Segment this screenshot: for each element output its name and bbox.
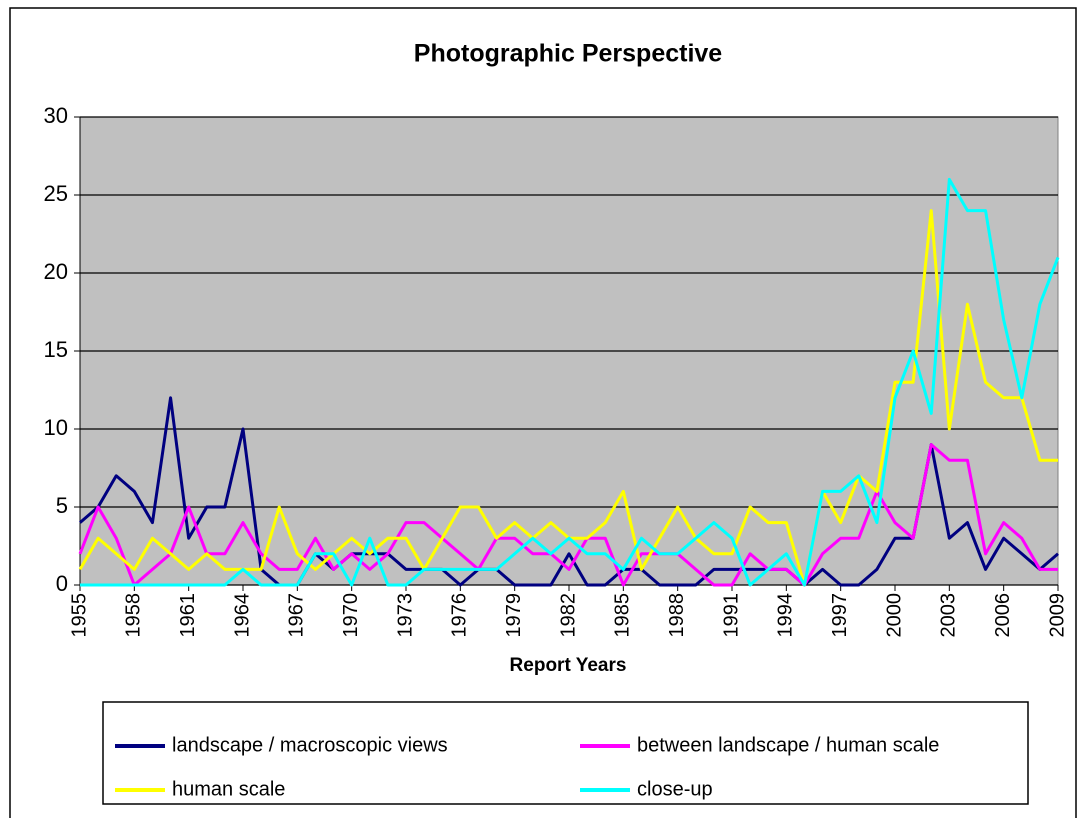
y-tick-label: 5: [56, 493, 68, 518]
legend-label: human scale: [172, 778, 285, 800]
y-tick-label: 0: [56, 571, 68, 596]
x-tick-label: 1967: [286, 593, 308, 638]
y-tick-label: 25: [44, 181, 68, 206]
x-tick-label: 1973: [394, 593, 416, 638]
x-tick-label: 1970: [340, 593, 362, 638]
chart-title: Photographic Perspective: [414, 40, 723, 68]
x-tick-label: 1979: [503, 593, 525, 638]
x-tick-label: 1994: [775, 593, 797, 638]
x-tick-label: 2009: [1046, 593, 1068, 638]
legend-label: between landscape / human scale: [637, 734, 939, 756]
y-tick-label: 10: [44, 415, 68, 440]
legend: [102, 701, 1029, 805]
x-tick-label: 1988: [666, 593, 688, 638]
legend-label: landscape / macroscopic views: [172, 734, 448, 756]
series-line: [78, 443, 1058, 587]
series-line: [79, 396, 1059, 587]
x-tick-label: 1955: [68, 593, 90, 638]
x-tick-label: 2006: [992, 593, 1014, 638]
x-tick-label: 2003: [938, 593, 960, 638]
series-line: [80, 177, 1060, 587]
x-tick-label: 1997: [829, 593, 851, 638]
x-tick-label: 1985: [612, 593, 634, 638]
x-tick-label: 1961: [177, 593, 199, 638]
y-tick-label: 20: [44, 259, 68, 284]
y-tick-label: 15: [44, 337, 68, 362]
x-axis-label: Report Years: [510, 655, 627, 676]
x-tick-label: 1982: [557, 593, 579, 638]
x-tick-label: 1976: [449, 593, 471, 638]
y-tick-label: 30: [44, 103, 68, 128]
x-tick-label: 1958: [123, 593, 145, 638]
x-tick-label: 2000: [883, 593, 905, 638]
legend-label: close-up: [637, 778, 713, 800]
x-tick-label: 1964: [231, 593, 253, 638]
x-tick-label: 1991: [720, 593, 742, 638]
